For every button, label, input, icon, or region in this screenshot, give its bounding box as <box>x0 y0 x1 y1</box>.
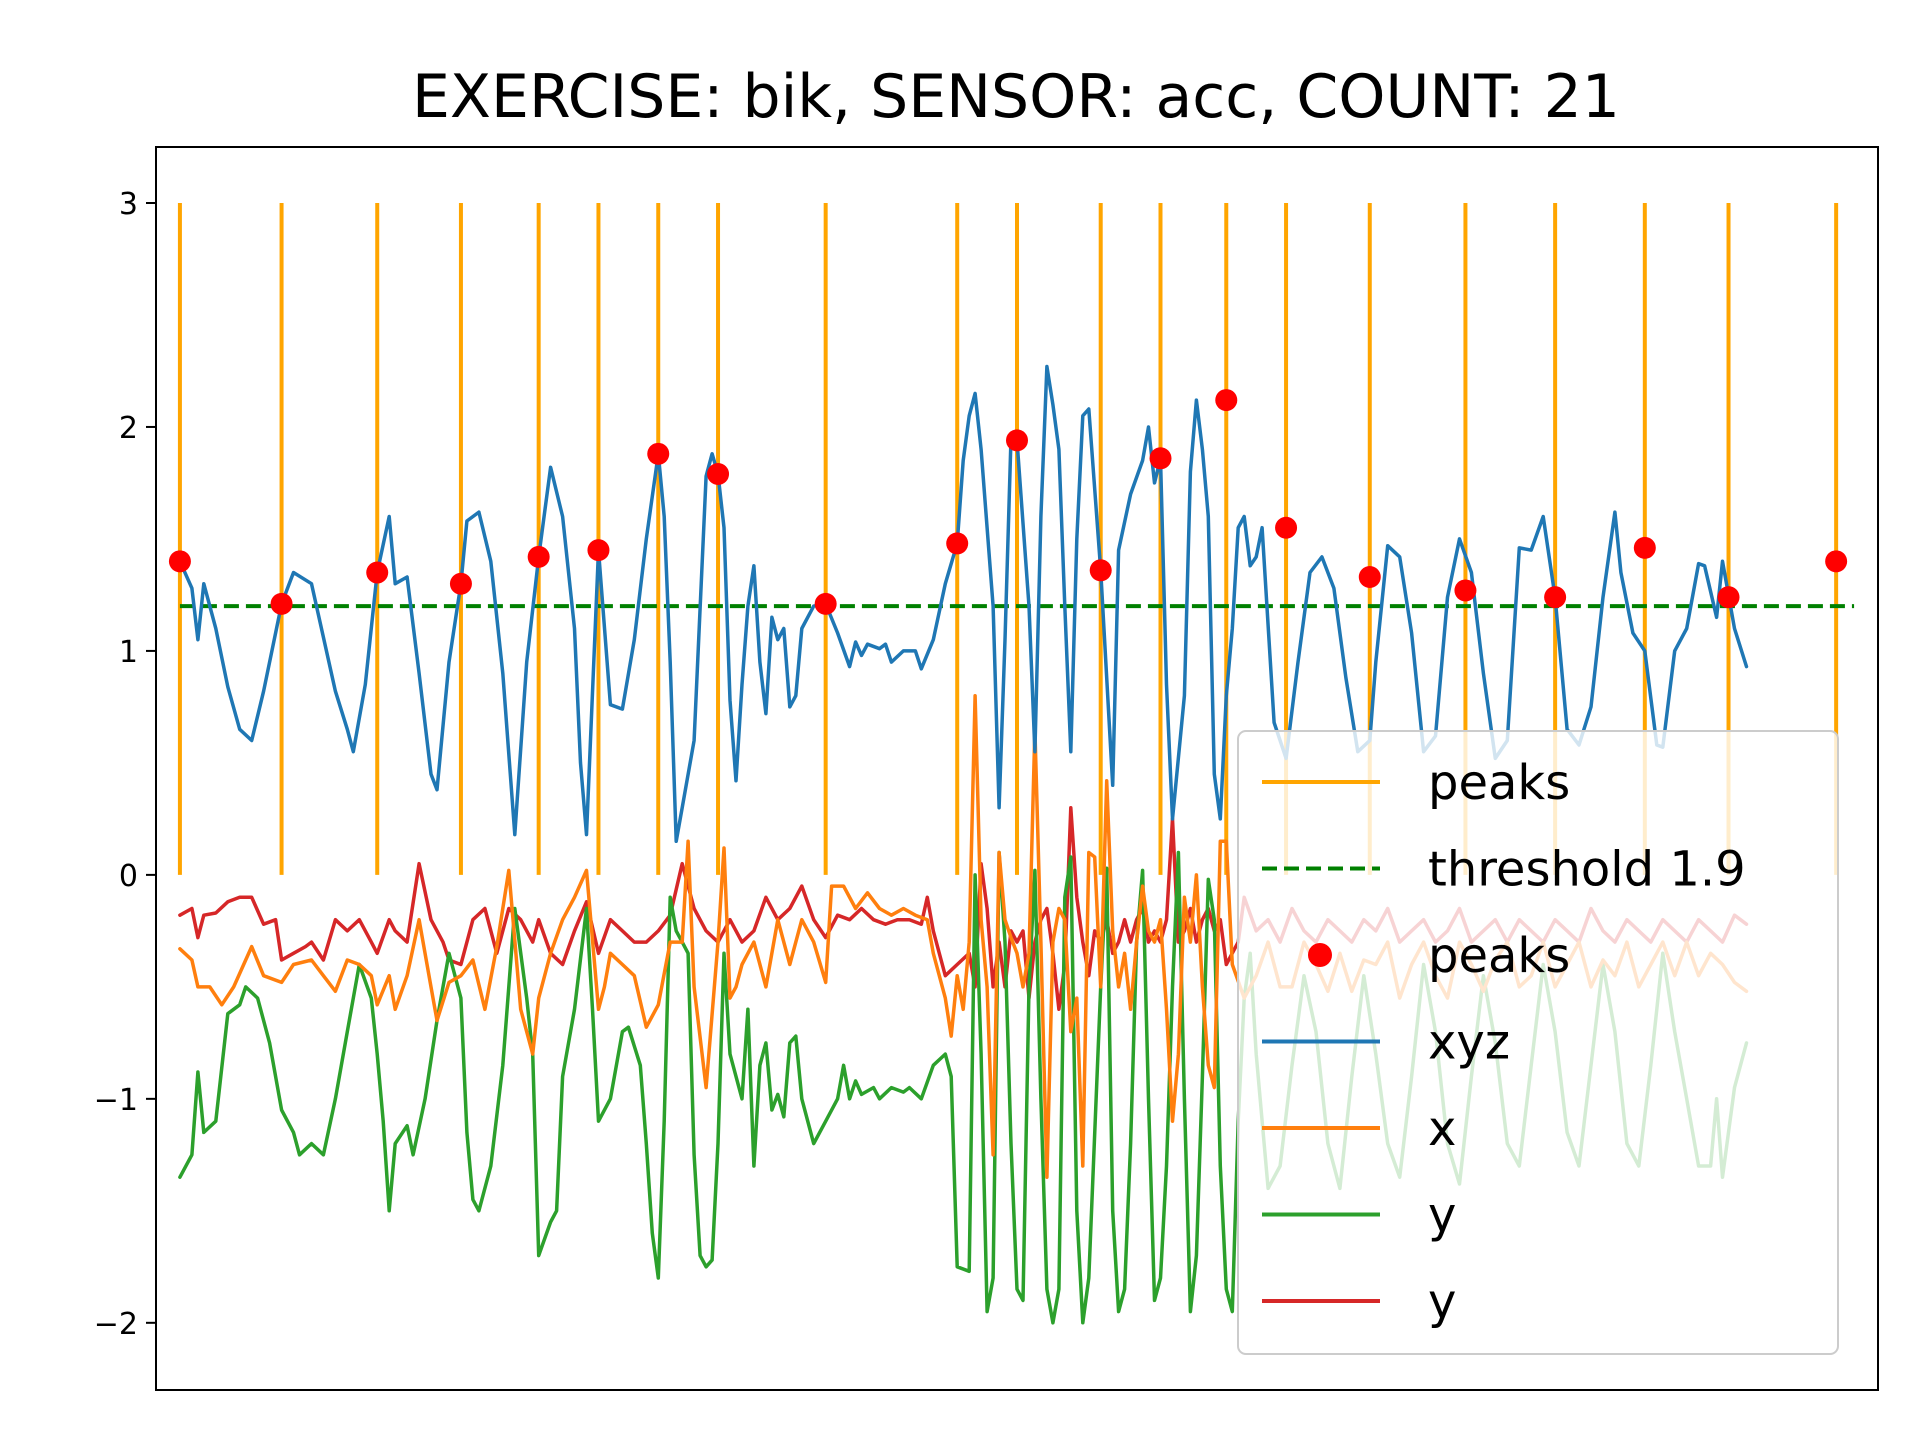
chart-title: EXERCISE: bik, SENSOR: acc, COUNT: 21 <box>412 62 1620 132</box>
peak-marker-7 <box>647 442 670 465</box>
y-tick-label-3: 1 <box>119 635 138 670</box>
y-tick-label-0: −2 <box>94 1307 138 1342</box>
y-tick-label-4: 2 <box>119 411 138 446</box>
y-axis: −2 −1 0 1 2 3 <box>94 187 156 1342</box>
y-tick-label-5: 3 <box>119 187 138 222</box>
peak-marker-15 <box>1275 516 1298 539</box>
peak-marker-2 <box>270 592 293 615</box>
legend-label-4: xyz <box>1428 1015 1510 1071</box>
peak-marker-12 <box>1089 559 1112 582</box>
peak-marker-3 <box>366 561 389 584</box>
axes-frame <box>155 146 1879 1391</box>
peak-marker-4 <box>449 572 472 595</box>
peak-marker-21 <box>1825 550 1848 573</box>
legend-label-7: y <box>1428 1274 1456 1330</box>
legend-label-6: y <box>1428 1188 1456 1244</box>
legend-label-3: peaks <box>1428 928 1570 984</box>
legend-label-1: peaks <box>1428 755 1570 811</box>
peak-marker-11 <box>1006 429 1028 452</box>
peak-marker-19 <box>1633 536 1656 559</box>
peak-marker-14 <box>1215 389 1238 412</box>
peak-marker-20 <box>1717 586 1740 609</box>
peak-marker-10 <box>946 532 969 555</box>
legend-label-5: x <box>1428 1101 1456 1157</box>
legend-label-2: threshold 1.9 <box>1428 842 1746 898</box>
plot-area <box>168 202 1855 1325</box>
peak-marker-18 <box>1544 586 1567 609</box>
peak-marker-5 <box>527 545 550 568</box>
peak-marker-8 <box>707 462 730 485</box>
legend-handle-3 <box>1308 943 1332 967</box>
series-line-xyz-1 <box>178 364 1749 844</box>
peak-marker-9 <box>814 592 837 615</box>
legend-box <box>1237 730 1839 1355</box>
peak-marker-16 <box>1358 566 1381 589</box>
peak-marker-13 <box>1149 447 1172 470</box>
peak-marker-1 <box>168 550 191 573</box>
peak-marker-17 <box>1454 579 1477 602</box>
peak-marker-6 <box>587 539 610 562</box>
y-tick-label-1: −1 <box>94 1083 138 1118</box>
y-tick-label-2: 0 <box>119 859 138 894</box>
